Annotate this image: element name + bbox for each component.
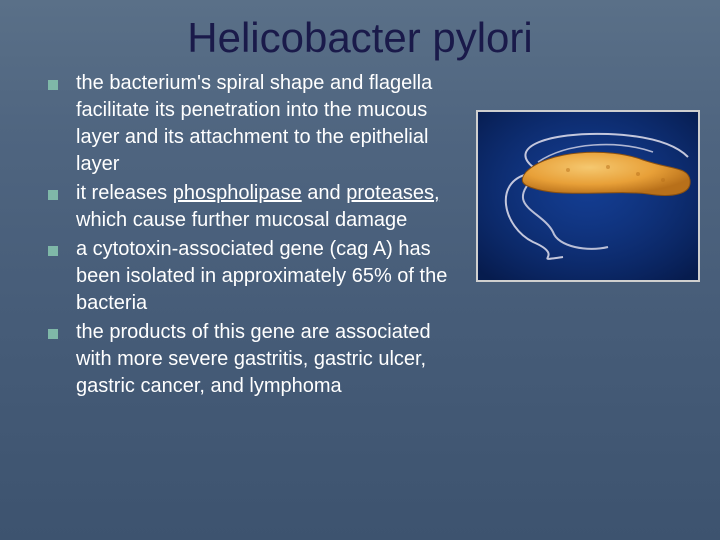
- bullet-text: a cytotoxin-associated gene (cag A) has …: [76, 236, 468, 317]
- content-row: the bacterium's spiral shape and flagell…: [0, 70, 720, 402]
- bullet-square-icon: [48, 246, 58, 256]
- bullet-item: the products of this gene are associated…: [48, 319, 468, 400]
- bullet-square-icon: [48, 190, 58, 200]
- bullet-item: it releases phospholipase and proteases,…: [48, 180, 468, 234]
- bullet-text: the bacterium's spiral shape and flagell…: [76, 70, 468, 178]
- bullet-item: a cytotoxin-associated gene (cag A) has …: [48, 236, 468, 317]
- bullet-square-icon: [48, 80, 58, 90]
- underlined-term: proteases,: [346, 182, 439, 204]
- slide-title: Helicobacter pylori: [0, 0, 720, 70]
- text-segment: a cytotoxin-associated gene (cag A) has …: [76, 238, 447, 314]
- text-segment: the products of this gene are associated…: [76, 321, 431, 397]
- text-segment: the bacterium's spiral shape and flagell…: [76, 72, 432, 175]
- bacterium-image: [476, 110, 700, 282]
- bullet-text: it releases phospholipase and proteases,…: [76, 180, 468, 234]
- text-segment: and: [302, 182, 346, 204]
- bullet-item: the bacterium's spiral shape and flagell…: [48, 70, 468, 178]
- underlined-term: phospholipase: [173, 182, 302, 204]
- bullet-square-icon: [48, 329, 58, 339]
- bullet-text: the products of this gene are associated…: [76, 319, 468, 400]
- text-segment: which cause further mucosal damage: [76, 209, 407, 231]
- bullet-list: the bacterium's spiral shape and flagell…: [48, 70, 476, 402]
- text-segment: it releases: [76, 182, 173, 204]
